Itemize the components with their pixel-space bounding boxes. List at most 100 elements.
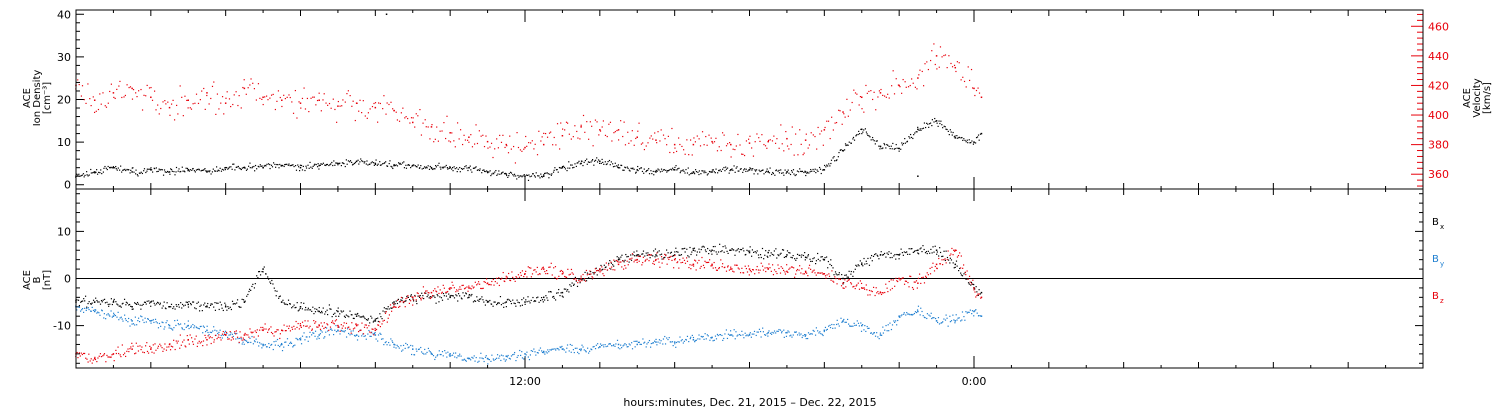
ion-density-sample (136, 174, 139, 176)
bz-sample (964, 271, 966, 273)
velocity-sample (226, 91, 228, 93)
by-sample (515, 359, 517, 362)
ion-density-sample (180, 170, 182, 173)
velocity-sample (778, 147, 780, 149)
ion-density-sample (413, 164, 415, 166)
bz-sample (907, 281, 909, 284)
ion-density-sample (235, 166, 237, 168)
velocity-sample (102, 92, 104, 94)
bz-point (655, 258, 657, 261)
by-sample (705, 338, 707, 340)
by-sample (560, 346, 562, 349)
bx-sample (410, 295, 412, 297)
by-sample (818, 332, 820, 334)
by-point (861, 324, 863, 327)
bx-sample (258, 270, 261, 273)
bx-sample (305, 306, 307, 309)
ion-density-sample (87, 175, 89, 177)
density-tick-label: 0 (64, 179, 71, 192)
ion-density-sample (612, 166, 615, 168)
by-sample (913, 312, 916, 315)
by-sample (255, 338, 257, 340)
bz-sample (671, 259, 673, 262)
ion-density-sample (608, 159, 611, 162)
bz-sample (746, 271, 749, 273)
velocity-sample (454, 146, 456, 148)
ion-density-sample (888, 145, 890, 148)
ion-density-sample (340, 164, 342, 167)
bx-sample (103, 298, 106, 300)
ion-density-sample (346, 163, 348, 165)
bz-sample (584, 280, 587, 282)
bz-sample (509, 279, 512, 282)
velocity-point (112, 92, 115, 94)
bz-sample (202, 340, 205, 342)
velocity-point (206, 92, 208, 94)
ion-density-point (486, 171, 489, 173)
bz-sample (231, 336, 233, 338)
ion-density-sample (78, 173, 80, 175)
bx-sample (723, 251, 725, 253)
bz-sample (713, 261, 715, 264)
by-sample (908, 313, 910, 315)
bx-sample (560, 292, 562, 294)
by-sample (688, 340, 690, 343)
bx-sample (141, 304, 143, 307)
by-sample (845, 321, 847, 323)
by-sample (514, 351, 516, 354)
by-sample (418, 348, 420, 350)
bz-sample (112, 353, 114, 355)
ion-density-sample (311, 167, 313, 169)
bx-point (468, 296, 470, 299)
bz-sample (718, 267, 720, 270)
ion-density-sample (433, 168, 435, 170)
ion-density-sample (437, 164, 439, 167)
velocity-sample (313, 96, 315, 98)
ion-density-sample (502, 171, 504, 173)
bz-sample (872, 286, 875, 288)
ion-density-sample (459, 171, 461, 173)
bx-sample (397, 298, 399, 300)
bx-sample (875, 253, 877, 255)
by-sample (110, 310, 112, 312)
by-sample (751, 333, 753, 335)
bx-sample (194, 307, 196, 309)
ion-density-sample (767, 170, 769, 172)
bx-sample (746, 249, 748, 251)
bx-sample (180, 302, 182, 304)
by-sample (894, 321, 896, 323)
bx-sample (276, 290, 278, 292)
bz-sample (183, 339, 185, 341)
bx-sample (207, 302, 209, 305)
bx-sample (347, 315, 349, 317)
bz-sample (321, 325, 324, 327)
bx-sample (614, 260, 616, 262)
bx-sample (869, 257, 872, 259)
ion-density-sample (950, 131, 952, 133)
velocity-sample (698, 138, 700, 140)
ion-density-point (318, 164, 320, 167)
bz-sample (157, 347, 159, 349)
bx-sample (134, 302, 136, 304)
ion-density-sample (690, 173, 692, 175)
by-sample (469, 357, 471, 360)
bx-sample (682, 248, 684, 250)
bz-sample (76, 351, 78, 354)
by-sample (855, 324, 857, 326)
velocity-sample (872, 98, 874, 101)
ion-density-sample (737, 170, 739, 172)
velocity-sample (768, 139, 770, 142)
by-sample (274, 344, 276, 346)
bx-sample (447, 298, 449, 300)
by-sample (587, 347, 589, 349)
by-sample (938, 323, 941, 325)
ion-density-sample (798, 171, 800, 173)
by-point (430, 353, 433, 355)
bz-sample (718, 266, 720, 269)
bz-sample (521, 270, 524, 272)
bx-sample (711, 253, 713, 255)
velocity-sample (257, 83, 260, 85)
by-sample (581, 344, 583, 346)
ion-density-sample (616, 166, 619, 168)
bz-sample (654, 259, 657, 262)
